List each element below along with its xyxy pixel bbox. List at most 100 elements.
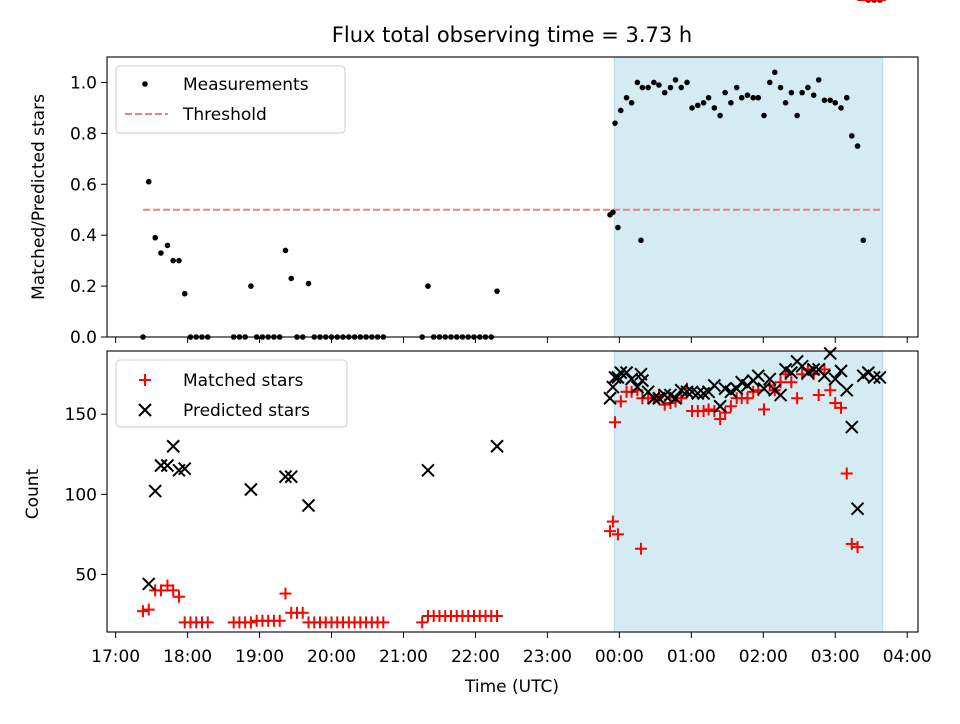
predicted-star-point	[751, 369, 765, 383]
top-legend: Measurements Threshold	[115, 65, 346, 134]
matched-star-point	[273, 614, 286, 627]
predicted-star-stroke-b	[278, 469, 293, 484]
predicted-star-point	[614, 365, 628, 380]
predicted-star-point	[603, 391, 617, 405]
legend-measurements-marker	[142, 81, 148, 87]
measurement-point	[282, 247, 289, 254]
top-legend-box	[115, 65, 346, 134]
measurement-point	[821, 97, 828, 104]
predicted-star-point	[828, 372, 842, 386]
predicted-star-point	[850, 502, 865, 516]
predicted-star-point	[178, 461, 192, 476]
measurement-point	[733, 84, 740, 91]
bottom-panel: 50 100 150 17:00 18:00 19:00 20:00 21:00 22:00 2…	[23, 0, 932, 667]
measurement-point	[639, 84, 646, 91]
matched-star-point	[604, 525, 617, 538]
measurement-point	[750, 94, 757, 101]
measurement-point	[164, 242, 171, 249]
predicted-star-stroke-b	[691, 386, 705, 401]
predicted-star-point	[278, 469, 293, 484]
measurement-point	[860, 237, 867, 244]
predicted-star-point	[166, 439, 180, 453]
top-y-tick-label: 0.0	[70, 328, 97, 348]
matched-star-point	[824, 384, 837, 397]
x-axis-label: Time (UTC)	[464, 677, 559, 697]
x-tick-label: 22:00	[451, 647, 500, 667]
matched-star-point	[136, 605, 149, 618]
predicted-star-stroke-b	[713, 399, 727, 413]
measurement-point	[684, 79, 690, 86]
predicted-star-stroke-b	[834, 364, 848, 378]
matched-star-point	[697, 405, 710, 418]
measurement-point	[755, 94, 762, 101]
measurement-point	[661, 89, 668, 96]
predicted-star-stroke-b	[763, 372, 777, 386]
predicted-star-stroke-b	[674, 383, 688, 397]
matched-star-point	[167, 584, 180, 597]
predicted-star-stroke-b	[663, 388, 678, 402]
predicted-star-stroke-b	[840, 383, 854, 397]
measurement-point	[700, 100, 707, 106]
matched-star-point	[714, 413, 727, 426]
predicted-star-stroke-b	[244, 482, 258, 497]
measurement-point	[672, 77, 679, 83]
predicted-star-stroke-b	[668, 391, 683, 405]
predicted-star-stroke-b	[166, 439, 180, 453]
measurement-point	[612, 120, 618, 126]
bottom-legend-box	[115, 359, 348, 428]
measurement-point	[667, 84, 674, 91]
predicted-star-point	[784, 365, 799, 380]
measurement-point	[848, 133, 855, 139]
predicted-star-stroke-b	[734, 375, 749, 389]
measurement-point	[689, 105, 695, 111]
predicted-star-stroke-b	[757, 381, 771, 396]
bottom-x-ticks: 17:00 18:00 19:00 20:00 21:00 22:00 23:00 00:00…	[91, 632, 932, 667]
predicted-star-point	[763, 372, 777, 386]
measurement-point	[618, 107, 624, 114]
measurement-point	[854, 143, 861, 149]
matched-star-point	[702, 403, 715, 416]
predicted-star-point	[160, 458, 175, 473]
predicted-star-point	[624, 372, 639, 386]
predicted-star-stroke-b	[718, 381, 732, 396]
measurement-point	[651, 79, 657, 86]
measurement-point	[634, 79, 641, 86]
legend-threshold-label: Threshold	[182, 105, 267, 125]
predicted-star-point	[845, 420, 859, 434]
predicted-star-stroke-b	[624, 372, 639, 386]
bottom-y-ticks: 50 100 150	[65, 405, 107, 585]
legend-matched-marker	[139, 374, 151, 386]
measurement-point	[305, 280, 312, 287]
matched-star-point	[634, 542, 647, 555]
predicted-star-stroke-b	[707, 378, 722, 393]
predicted-star-point	[154, 458, 168, 473]
predicted-star-point	[817, 369, 832, 383]
predicted-star-stroke-b	[148, 484, 162, 498]
matched-star-point	[377, 616, 390, 629]
predicted-star-point	[867, 370, 881, 385]
top-x-ticks	[115, 337, 908, 343]
measurement-point	[805, 84, 811, 91]
top-y-tick-label: 0.6	[70, 175, 97, 195]
measurement-point	[728, 100, 734, 106]
x-tick-label: 00:00	[595, 647, 644, 667]
predicted-star-point	[840, 383, 854, 397]
measurement-point	[771, 69, 778, 76]
measurement-point	[838, 105, 844, 111]
matched-star-point	[818, 363, 831, 376]
bottom-y-tick-label: 100	[65, 485, 97, 505]
predicted-star-point	[873, 370, 887, 385]
measurement-point	[248, 283, 254, 289]
predicted-star-stroke-b	[603, 391, 617, 405]
top-observing-window	[613, 56, 884, 338]
measurement-point	[843, 94, 850, 101]
matched-star-point	[741, 392, 754, 405]
measurement-point	[694, 102, 701, 109]
measurement-point	[288, 275, 295, 282]
top-axes-frame	[106, 56, 919, 338]
predicted-star-stroke-b	[641, 385, 655, 399]
x-tick-label: 01:00	[667, 647, 716, 667]
predicted-star-point	[148, 484, 162, 498]
predicted-star-point	[657, 388, 672, 402]
